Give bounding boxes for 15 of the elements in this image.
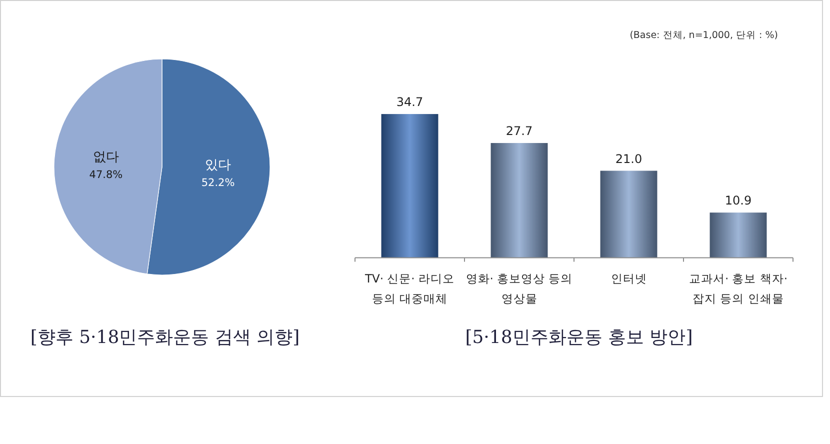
data-label: 34.7 xyxy=(396,95,424,110)
x-tick-label: 교과서· 홍보 책자· 잡지 등의 인쇄물 xyxy=(688,272,788,306)
data-label: 21.0 xyxy=(615,152,642,166)
slice-label: 없다 xyxy=(92,150,119,166)
title: [향후 5·18민주화운동 검색 의향] xyxy=(30,327,300,348)
data-label: 47.8% xyxy=(89,169,123,182)
data-label: 27.7 xyxy=(506,124,533,138)
data-label: 52.2% xyxy=(201,176,235,189)
x-tick-label: 인터넷 xyxy=(610,272,647,286)
x-tick-label: 영화· 홍보영상 등의 영상물 xyxy=(466,272,573,306)
x-tick-label: TV· 신문· 라디오 등의 대중매체 xyxy=(364,272,455,306)
slice-label: 있다 xyxy=(205,158,232,173)
data-label: 10.9 xyxy=(724,194,752,208)
title: [5·18민주화운동 홍보 방안] xyxy=(465,327,693,348)
text: (Base: 전체, n=1,000, 단위 : %) xyxy=(630,30,778,41)
